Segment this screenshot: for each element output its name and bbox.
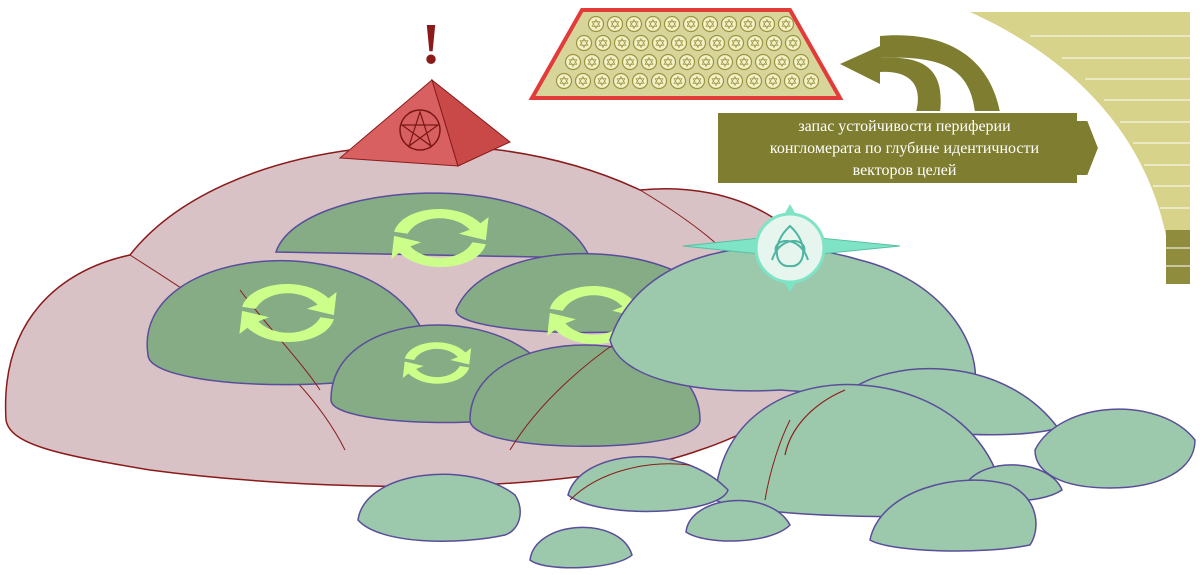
- star-grid-row-1: [587, 15, 795, 33]
- dome-bottom-center: [714, 383, 1006, 518]
- callout-banner: [716, 111, 1101, 185]
- dome-bottom-right: [869, 479, 1037, 552]
- warning-mark: !: [421, 11, 440, 76]
- quarter-circle-scale: [970, 12, 1190, 284]
- triquetra-compass-icon: [682, 204, 901, 292]
- dome-bottom-tiny: [685, 499, 791, 542]
- dome-bottom-mid: [567, 455, 729, 513]
- dome-bottom-small: [529, 526, 633, 569]
- dome-far-right: [1034, 408, 1196, 489]
- callout-text: запас устойчивости периферии конгломерат…: [722, 116, 1087, 182]
- dome-top: [274, 192, 592, 259]
- callout-line-2: конгломерата по глубине идентичности: [769, 140, 1040, 157]
- callout-line-3: векторов целей: [852, 162, 957, 179]
- curved-arrow-icon: [840, 35, 1000, 112]
- star-grid-trapezoid: [528, 8, 844, 100]
- light-green-domes: [357, 246, 1196, 569]
- callout-line-1: запас устойчивости периферии: [798, 118, 1011, 135]
- pentagram-pyramid-icon: [338, 78, 511, 167]
- dome-bottom-left: [357, 473, 521, 542]
